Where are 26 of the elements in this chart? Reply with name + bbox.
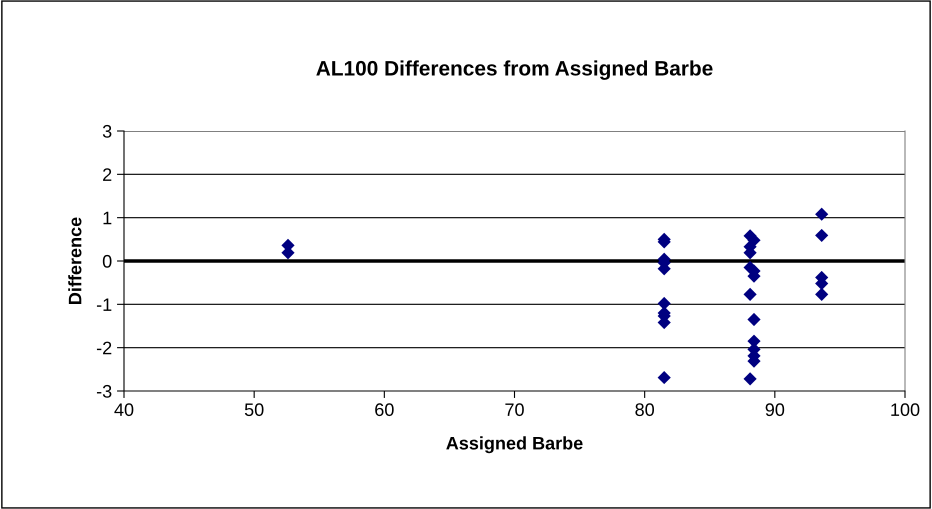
point bbox=[747, 234, 761, 247]
x-tick-label: 80 bbox=[635, 403, 654, 416]
point bbox=[744, 372, 757, 386]
x-axis-title: Assigned Barbe bbox=[446, 436, 583, 454]
y-tick-label: -2 bbox=[96, 342, 112, 354]
point bbox=[815, 228, 828, 242]
y-tick-label: 1 bbox=[104, 212, 112, 224]
x-tick-label: 100 bbox=[891, 403, 920, 416]
point bbox=[815, 288, 828, 301]
y-tick-label: -1 bbox=[96, 298, 112, 311]
y-tick-label: 0 bbox=[102, 254, 112, 268]
chart-title: AL100 Differences from Assigned Barbe bbox=[316, 60, 713, 80]
y-axis-title: Difference bbox=[68, 217, 82, 304]
y-tick-label: 2 bbox=[103, 168, 112, 181]
x-tick-label: 90 bbox=[766, 403, 784, 416]
x-tick-label: 70 bbox=[505, 403, 524, 416]
x-tick-label: 50 bbox=[244, 403, 264, 416]
x-tick-label: 40 bbox=[114, 403, 134, 416]
point bbox=[744, 288, 757, 301]
point bbox=[658, 296, 671, 310]
y-tick-label: 3 bbox=[102, 124, 112, 138]
point bbox=[747, 312, 761, 326]
point bbox=[658, 370, 671, 384]
y-tick-label: -3 bbox=[96, 384, 112, 398]
x-tick-label: 60 bbox=[375, 403, 394, 416]
point bbox=[815, 208, 828, 221]
